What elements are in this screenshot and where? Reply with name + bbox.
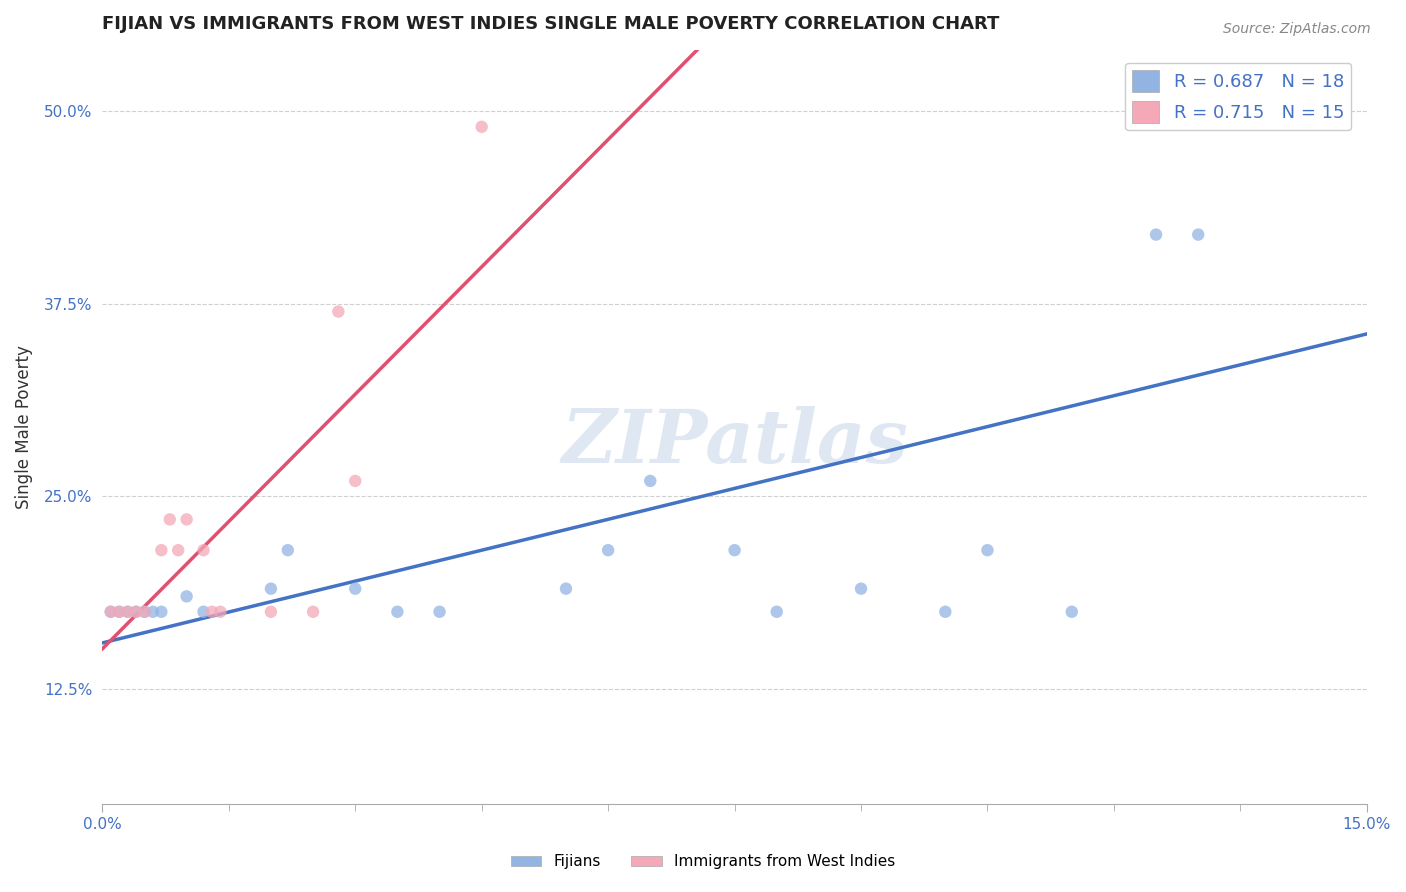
Point	[638, 474, 661, 488]
Point	[201, 605, 224, 619]
Point	[117, 605, 139, 619]
Point	[134, 605, 156, 619]
Point	[193, 605, 215, 619]
Point	[108, 605, 131, 619]
Point	[1187, 227, 1209, 242]
Point	[108, 605, 131, 619]
Point	[260, 605, 283, 619]
Text: Source: ZipAtlas.com: Source: ZipAtlas.com	[1223, 22, 1371, 37]
Point	[429, 605, 451, 619]
Point	[150, 543, 173, 558]
Point	[100, 605, 122, 619]
Point	[142, 605, 165, 619]
Point	[100, 605, 122, 619]
Point	[176, 512, 198, 526]
Legend: R = 0.687   N = 18, R = 0.715   N = 15: R = 0.687 N = 18, R = 0.715 N = 15	[1125, 62, 1351, 130]
Point	[1144, 227, 1167, 242]
Point	[125, 605, 148, 619]
Text: ZIPatlas: ZIPatlas	[561, 406, 908, 478]
Point	[302, 605, 325, 619]
Point	[277, 543, 299, 558]
Text: FIJIAN VS IMMIGRANTS FROM WEST INDIES SINGLE MALE POVERTY CORRELATION CHART: FIJIAN VS IMMIGRANTS FROM WEST INDIES SI…	[103, 15, 1000, 33]
Point	[765, 605, 787, 619]
Point	[193, 543, 215, 558]
Point	[328, 304, 350, 318]
Point	[125, 605, 148, 619]
Y-axis label: Single Male Poverty: Single Male Poverty	[15, 345, 32, 509]
Point	[934, 605, 956, 619]
Point	[471, 120, 494, 134]
Point	[159, 512, 181, 526]
Point	[134, 605, 156, 619]
Point	[976, 543, 998, 558]
Point	[167, 543, 190, 558]
Point	[598, 543, 620, 558]
Legend: Fijians, Immigrants from West Indies: Fijians, Immigrants from West Indies	[505, 848, 901, 875]
Point	[150, 605, 173, 619]
Point	[117, 605, 139, 619]
Point	[723, 543, 745, 558]
Point	[209, 605, 232, 619]
Point	[849, 582, 872, 596]
Point	[387, 605, 409, 619]
Point	[344, 582, 367, 596]
Point	[555, 582, 578, 596]
Point	[176, 590, 198, 604]
Point	[344, 474, 367, 488]
Point	[260, 582, 283, 596]
Point	[1060, 605, 1083, 619]
